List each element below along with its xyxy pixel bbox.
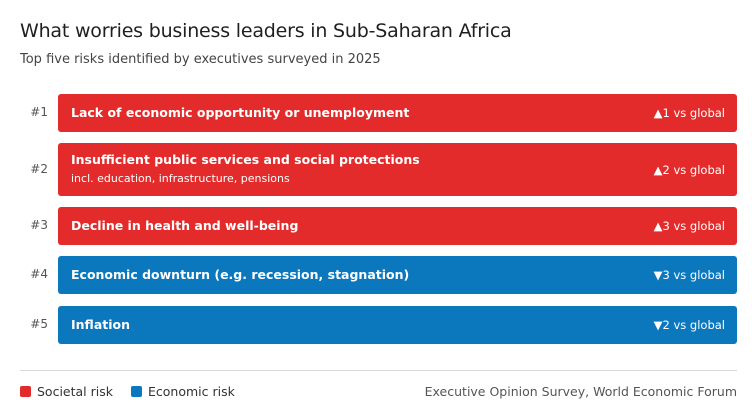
risk-bar-economic: Inflation ▼2 vs global <box>58 306 737 344</box>
chart-subtitle: Top five risks identified by executives … <box>20 52 381 67</box>
risk-label: Decline in health and well-being <box>71 218 299 233</box>
risk-rank: #5 <box>30 317 48 331</box>
legend-label: Societal risk <box>37 384 113 399</box>
risk-label: Economic downturn (e.g. recession, stagn… <box>71 267 410 282</box>
rank-change-badge: ▼2 vs global <box>653 318 725 332</box>
risk-rank: #3 <box>30 218 48 232</box>
chart-title: What worries business leaders in Sub-Sah… <box>20 20 512 42</box>
risk-label: Inflation <box>71 317 130 332</box>
risk-row: #3 Decline in health and well-being ▲3 vs … <box>20 207 737 245</box>
societal-swatch-icon <box>20 386 31 397</box>
risk-row: #2 Insufficient public services and socia… <box>20 143 737 196</box>
risk-rank: #4 <box>30 267 48 281</box>
risk-rank: #2 <box>30 161 48 176</box>
economic-swatch-icon <box>130 386 142 397</box>
risk-bar-societal: Lack of economic opportunity or unemploy… <box>58 94 737 132</box>
risk-label: Lack of economic opportunity or unemploy… <box>71 105 410 120</box>
footer-divider <box>20 370 737 371</box>
rank-change-badge: ▼3 vs global <box>653 268 725 282</box>
rank-change-badge: ▲1 vs global <box>653 106 725 120</box>
risk-rank: #1 <box>30 105 48 119</box>
legend: Societal risk Economic risk <box>20 384 249 399</box>
risk-bar-societal: Insufficient public services and social … <box>58 143 737 196</box>
rank-change-badge: ▲2 vs global <box>653 163 725 177</box>
risk-row: #1 Lack of economic opportunity or unempl… <box>20 94 737 132</box>
source-note: Executive Opinion Survey, World Economic… <box>424 384 737 399</box>
rank-change-badge: ▲3 vs global <box>653 219 725 233</box>
risk-row: #4 Economic downturn (e.g. recession, sta… <box>20 256 737 294</box>
legend-item-societal: Societal risk <box>20 384 113 399</box>
risk-note: incl. education, infrastructure, pension… <box>71 172 290 185</box>
legend-label: Economic risk <box>147 384 235 399</box>
risk-row: #5 Inflation ▼2 vs global <box>20 306 737 344</box>
risk-bar-societal: Decline in health and well-being ▲3 vs gl… <box>58 207 737 245</box>
risk-bar-economic: Economic downturn (e.g. recession, stagn… <box>58 256 737 294</box>
risk-label: Insufficient public services and social … <box>71 152 420 167</box>
legend-item-economic: Economic risk <box>130 384 235 399</box>
